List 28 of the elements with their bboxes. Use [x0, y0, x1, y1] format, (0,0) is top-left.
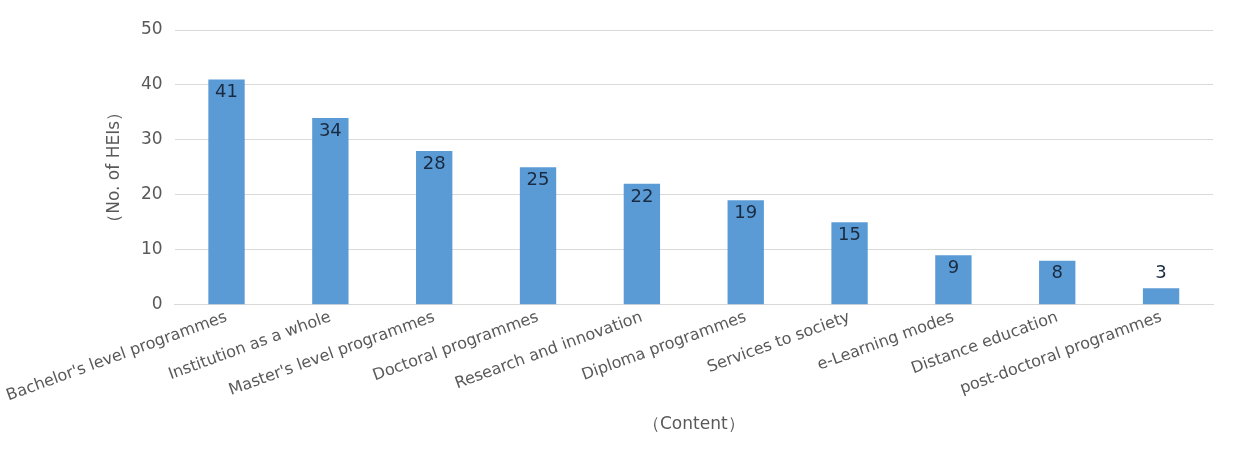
bar — [208, 79, 245, 305]
y-tick-label: 40 — [140, 73, 163, 94]
data-label: 41 — [215, 80, 238, 102]
y-axis-title: （No. of HEIs） — [103, 103, 124, 231]
bar — [1039, 260, 1076, 305]
data-label: 3 — [1155, 260, 1167, 282]
data-label: 34 — [318, 118, 342, 140]
bar — [1142, 288, 1180, 305]
y-tick-label: 0 — [151, 293, 163, 314]
bar — [623, 183, 661, 305]
data-label: 8 — [1051, 261, 1063, 283]
bar — [935, 255, 972, 305]
data-label: 25 — [526, 168, 550, 190]
bar — [416, 150, 453, 305]
y-tick-label: 30 — [140, 128, 163, 149]
bar — [519, 167, 557, 305]
data-label: 28 — [422, 151, 446, 173]
data-label: 15 — [838, 222, 862, 244]
data-label: 19 — [734, 201, 758, 223]
data-label: 22 — [630, 184, 654, 206]
y-tick-label: 10 — [140, 238, 163, 259]
x-axis-title: （Content） — [642, 413, 745, 434]
bar — [831, 222, 868, 305]
data-label: 9 — [947, 255, 960, 277]
y-tick-label: 50 — [140, 18, 163, 39]
y-tick-label: 20 — [140, 183, 163, 204]
bar — [727, 200, 764, 305]
bar — [312, 117, 349, 305]
